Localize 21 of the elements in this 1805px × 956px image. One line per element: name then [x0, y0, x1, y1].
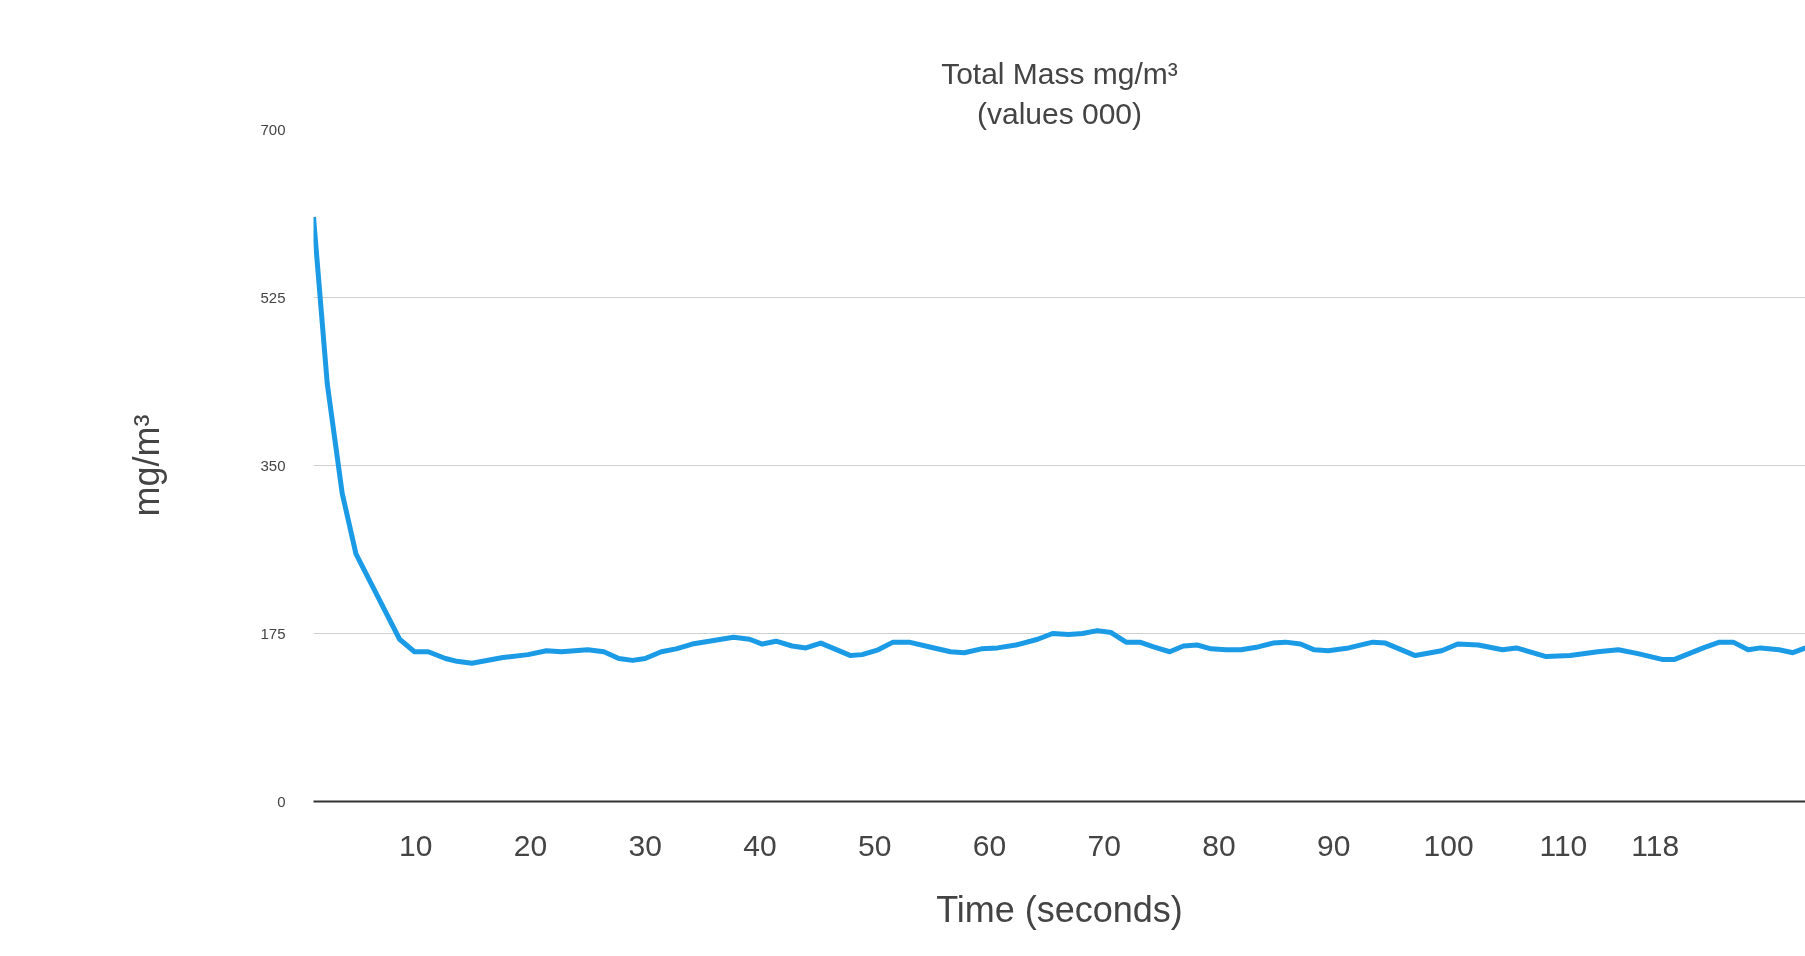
x-tick-label: 70 [1087, 828, 1121, 862]
x-tick-label: 80 [1202, 828, 1236, 862]
x-axis-title: Time (seconds) [936, 888, 1183, 930]
y-axis-title: mg/m³ [126, 414, 168, 517]
x-tick-label: 60 [972, 828, 1007, 862]
chart-subtitle: (values 000) [976, 96, 1143, 130]
x-tick-label: 40 [743, 828, 777, 862]
x-tick-label: 90 [1317, 828, 1351, 862]
y-tick-label: 350 [260, 456, 286, 474]
y-tick-label: 525 [260, 288, 286, 306]
x-tick-label: 100 [1423, 828, 1474, 862]
y-tick-label: 0 [277, 792, 286, 810]
x-tick-label: 20 [513, 828, 548, 862]
x-tick-label: 10 [398, 828, 433, 862]
x-tick-label: 110 [1539, 828, 1588, 862]
x-tick-label: 30 [628, 828, 662, 862]
chart-title: Total Mass mg/m³ [941, 56, 1178, 90]
x-tick-label: 50 [858, 828, 892, 862]
y-tick-label: 700 [260, 120, 286, 138]
x-tick-label: 118 [1631, 828, 1680, 862]
y-tick-label: 175 [260, 624, 286, 642]
